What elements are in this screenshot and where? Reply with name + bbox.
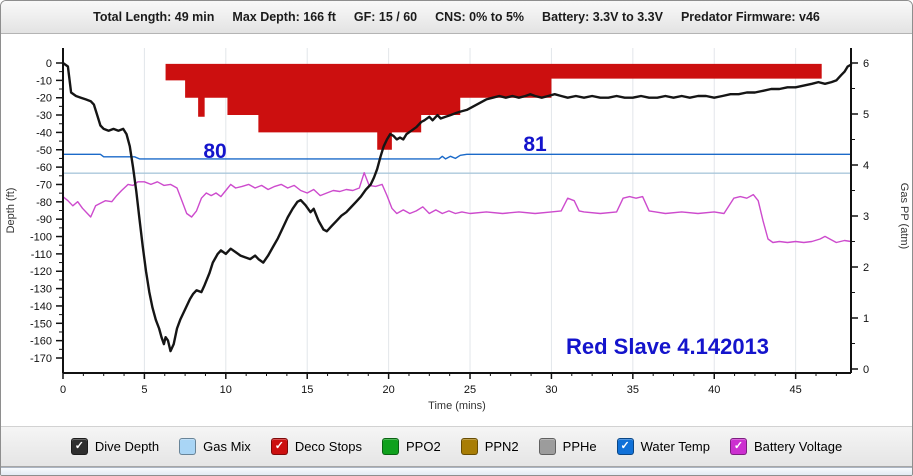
legend-label: Water Temp [640, 439, 710, 454]
checkbox-ppn2-icon[interactable] [460, 438, 478, 455]
deco-stops-area [165, 63, 822, 150]
dive-profile-chart: 0 -10 -20 -30 -40 -50 -60 -70 -80 -90 -100 -110 -120… [5, 48, 910, 412]
stat-battery: Battery: 3.3V to 3.3V [542, 10, 663, 24]
depth-tick-label: -140 [30, 301, 52, 313]
chart-area: 0 -10 -20 -30 -40 -50 -60 -70 -80 -90 -100 -110 -120… [1, 34, 912, 426]
depth-tick-label: -60 [36, 162, 52, 174]
time-tick-label: 5 [141, 384, 147, 396]
legend-item-dive-depth[interactable]: ✓ Dive Depth [70, 438, 160, 455]
time-tick-label: 25 [464, 384, 476, 396]
water-temp-line [62, 153, 852, 160]
gas-tick-label: 2 [863, 262, 869, 274]
time-tick-label: 10 [220, 384, 232, 396]
gas-tick-label: 5 [863, 109, 869, 121]
time-tick-label: 35 [627, 384, 639, 396]
depth-tick-label: -40 [36, 127, 52, 139]
battery-voltage-line [62, 171, 852, 244]
legend-item-ppn2[interactable]: PPN2 [460, 438, 519, 455]
checkbox-ppo2-icon[interactable] [382, 438, 400, 455]
annotation-2: Red Slave 4.142013 [566, 334, 769, 359]
time-axis-title: Time (mins) [428, 400, 486, 412]
gas-axis-title: Gas PP (atm) [898, 183, 910, 249]
series-legend: ✓ Dive Depth Gas Mix ✓ Deco Stops PPO2 PPN2 PPH… [1, 426, 912, 467]
checkbox-water-temp-icon[interactable]: ✓ [616, 438, 634, 455]
depth-tick-label: -120 [30, 266, 52, 278]
depth-tick-label: -130 [30, 284, 52, 296]
stat-cns: CNS: 0% to 5% [435, 10, 525, 24]
time-tick-label: 20 [382, 384, 394, 396]
legend-item-water-temp[interactable]: ✓ Water Temp [616, 438, 710, 455]
depth-tick-label: -100 [30, 232, 52, 244]
depth-tick-label: -30 [36, 110, 52, 122]
stat-max-depth: Max Depth: 166 ft [232, 10, 336, 24]
stat-firmware: Predator Firmware: v46 [680, 10, 820, 24]
stat-gradient-factor: GF: 15 / 60 [353, 10, 418, 24]
legend-label: PPO2 [406, 439, 441, 454]
legend-label: PPN2 [484, 439, 519, 454]
time-tick-label: 30 [545, 384, 557, 396]
depth-axis-title: Depth (ft) [5, 188, 17, 234]
window-bottom-edge [1, 467, 912, 475]
depth-tick-label: -170 [30, 353, 52, 365]
legend-item-deco-stops[interactable]: ✓ Deco Stops [270, 438, 363, 455]
checkbox-pphe-icon[interactable] [538, 438, 556, 455]
depth-tick-label: -160 [30, 336, 52, 348]
checkbox-deco-stops-icon[interactable]: ✓ [270, 438, 288, 455]
time-tick-label: 40 [708, 384, 720, 396]
depth-tick-label: -150 [30, 318, 52, 330]
legend-label: PPHe [562, 439, 597, 454]
depth-tick-label: -80 [36, 197, 52, 209]
checkbox-dive-depth-icon[interactable]: ✓ [70, 438, 88, 455]
legend-item-ppo2[interactable]: PPO2 [382, 438, 441, 455]
legend-item-battery-voltage[interactable]: ✓ Battery Voltage [730, 438, 842, 455]
annotation-1: 81 [523, 133, 547, 156]
depth-tick-label: -50 [36, 145, 52, 157]
legend-label: Deco Stops [294, 439, 363, 454]
legend-label: Battery Voltage [754, 439, 843, 454]
depth-tick-label: -20 [36, 93, 52, 105]
depth-tick-label: -70 [36, 179, 52, 191]
depth-tick-label: -90 [36, 214, 52, 226]
legend-label: Gas Mix [203, 439, 251, 454]
checkbox-battery-voltage-icon[interactable]: ✓ [730, 438, 747, 455]
stat-total-length: Total Length: 49 min [93, 10, 215, 24]
summary-bar: Total Length: 49 min Max Depth: 166 ft G… [1, 1, 912, 34]
legend-item-gas-mix[interactable]: Gas Mix [179, 438, 251, 455]
gas-tick-label: 6 [863, 58, 869, 70]
gas-tick-label: 1 [863, 313, 869, 325]
time-tick-label: 15 [301, 384, 313, 396]
depth-tick-label: -10 [36, 75, 52, 87]
dive-depth-line [61, 61, 853, 353]
time-tick-label: 45 [790, 384, 802, 396]
legend-item-pphe[interactable]: PPHe [538, 438, 597, 455]
legend-label: Dive Depth [94, 439, 160, 454]
gas-tick-label: 3 [863, 211, 869, 223]
depth-tick-label: 0 [46, 58, 52, 70]
time-tick-label: 0 [60, 384, 66, 396]
gas-tick-label: 0 [863, 364, 869, 376]
depth-tick-label: -110 [31, 249, 52, 261]
checkbox-gas-mix-icon[interactable] [179, 438, 197, 455]
gas-tick-label: 4 [863, 160, 869, 172]
annotation-0: 80 [203, 140, 226, 163]
